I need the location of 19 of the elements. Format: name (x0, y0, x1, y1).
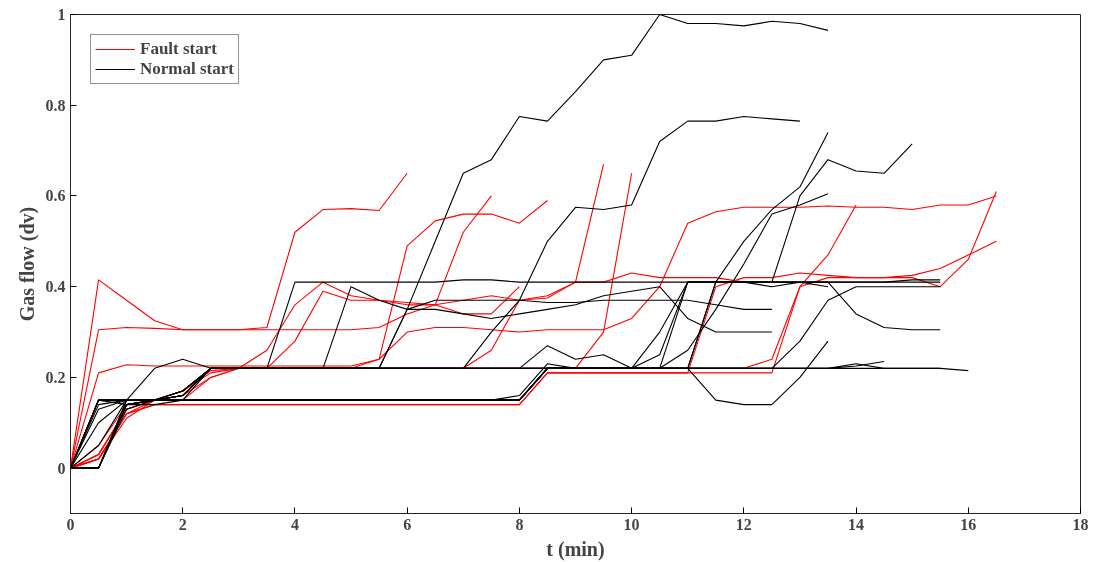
x-tick-label: 14 (848, 515, 865, 533)
x-tick-label: 12 (735, 515, 752, 533)
x-tick-label: 10 (623, 515, 640, 533)
y-tick-label: 0.4 (45, 278, 66, 296)
y-tick-label: 0.6 (45, 187, 66, 205)
x-tick-label: 18 (1072, 515, 1089, 533)
x-tick-label: 16 (960, 515, 977, 533)
x-tick-label: 2 (178, 515, 187, 533)
legend-label: Fault start (140, 39, 217, 59)
y-tick-label: 0.8 (45, 96, 66, 114)
x-tick-label: 8 (515, 515, 524, 533)
y-tick-label: 0 (57, 459, 66, 477)
legend-label: Normal start (140, 59, 234, 79)
y-tick-label: 0.2 (45, 368, 66, 386)
y-tick-label: 1 (57, 6, 66, 23)
y-axis-title: Gas flow (dv) (15, 206, 39, 322)
x-tick-label: 6 (403, 515, 412, 533)
x-tick-label: 4 (290, 515, 299, 533)
x-axis-title: t (min) (546, 537, 605, 561)
